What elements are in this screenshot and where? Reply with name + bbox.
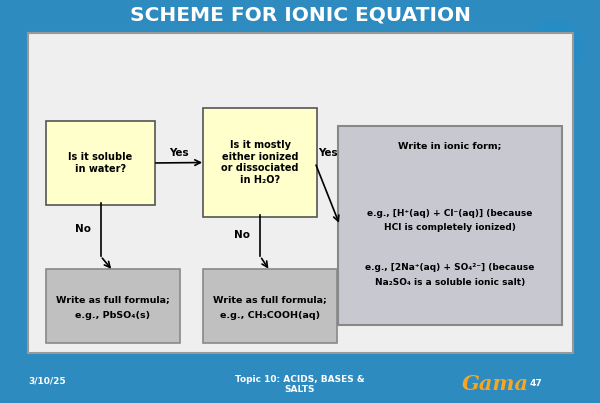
Text: Yes: Yes — [169, 148, 189, 158]
Circle shape — [527, 20, 583, 76]
Text: SCHEME FOR IONIC EQUATION: SCHEME FOR IONIC EQUATION — [130, 6, 470, 25]
Text: e.g., PbSO₄(s): e.g., PbSO₄(s) — [76, 310, 151, 320]
Text: Gama: Gama — [462, 374, 529, 394]
FancyBboxPatch shape — [46, 269, 180, 343]
FancyBboxPatch shape — [203, 108, 317, 217]
Text: 3/10/25: 3/10/25 — [28, 376, 65, 386]
Text: 47: 47 — [530, 380, 543, 388]
FancyBboxPatch shape — [338, 126, 562, 325]
FancyBboxPatch shape — [203, 269, 337, 343]
Text: Write as full formula;: Write as full formula; — [56, 295, 170, 305]
FancyBboxPatch shape — [28, 33, 573, 353]
Text: e.g., CH₃COOH(aq): e.g., CH₃COOH(aq) — [220, 310, 320, 320]
Text: Write as full formula;: Write as full formula; — [213, 295, 327, 305]
Text: Write in ionic form;: Write in ionic form; — [398, 141, 502, 150]
Text: No: No — [74, 224, 91, 235]
Text: HCl is completely ionized): HCl is completely ionized) — [384, 223, 516, 232]
Text: e.g., [H⁺(aq) + Cl⁻(aq)] (because: e.g., [H⁺(aq) + Cl⁻(aq)] (because — [367, 209, 533, 218]
FancyBboxPatch shape — [46, 121, 155, 205]
Circle shape — [537, 30, 573, 66]
Text: SALTS: SALTS — [285, 384, 315, 393]
Text: Topic 10: ACIDS, BASES &: Topic 10: ACIDS, BASES & — [235, 374, 365, 384]
Text: No: No — [234, 231, 250, 241]
Text: Is it mostly
either ionized
or dissociated
in H₂O?: Is it mostly either ionized or dissociat… — [221, 140, 299, 185]
Text: Na₂SO₄ is a soluble ionic salt): Na₂SO₄ is a soluble ionic salt) — [375, 278, 525, 287]
Text: Yes: Yes — [317, 147, 337, 158]
Text: Is it soluble
in water?: Is it soluble in water? — [68, 152, 133, 174]
Text: e.g., [2Na⁺(aq) + SO₄²⁻] (because: e.g., [2Na⁺(aq) + SO₄²⁻] (because — [365, 264, 535, 272]
